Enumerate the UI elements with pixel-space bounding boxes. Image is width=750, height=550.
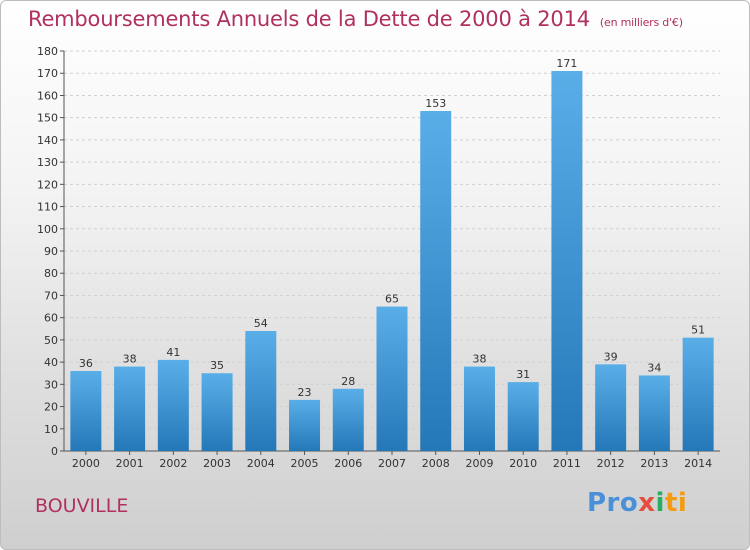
x-tick-label: 2010	[509, 457, 537, 470]
bar-2012	[595, 364, 627, 451]
bar-value-label: 36	[79, 357, 93, 370]
bar-value-label: 23	[298, 386, 312, 399]
y-tick-label: 100	[37, 223, 58, 236]
logo-part-2: x	[638, 488, 656, 518]
logo-part-3: i	[655, 488, 665, 518]
commune-name: BOUVILLE	[35, 495, 129, 517]
y-tick-label: 170	[37, 67, 58, 80]
x-tick-label: 2008	[422, 457, 450, 470]
y-tick-label: 180	[37, 45, 58, 58]
y-tick-label: 110	[37, 201, 58, 214]
logo-part-1: Pro	[587, 488, 639, 518]
bar-2003	[201, 373, 233, 451]
x-tick-label: 2012	[597, 457, 625, 470]
x-tick-label: 2007	[378, 457, 406, 470]
y-tick-label: 60	[44, 312, 58, 325]
bar-2014	[682, 337, 714, 451]
bar-2005	[289, 399, 321, 451]
logo-part-4: ti	[664, 488, 688, 518]
bar-value-label: 34	[647, 361, 661, 374]
y-tick-label: 20	[44, 401, 58, 414]
x-tick-label: 2006	[334, 457, 362, 470]
bar-2011	[551, 71, 583, 451]
y-tick-label: 130	[37, 156, 58, 169]
x-tick-label: 2005	[291, 457, 319, 470]
x-tick-label: 2001	[116, 457, 144, 470]
chart-title-text: Remboursements Annuels de la Dette de 20…	[28, 7, 590, 31]
bar-value-label: 39	[604, 350, 618, 363]
bar-value-label: 38	[472, 353, 486, 366]
x-tick-label: 2003	[203, 457, 231, 470]
bar-value-label: 28	[341, 375, 355, 388]
y-tick-label: 120	[37, 178, 58, 191]
bar-value-label: 38	[123, 353, 137, 366]
x-tick-label: 2014	[684, 457, 712, 470]
x-tick-label: 2013	[640, 457, 668, 470]
y-tick-label: 30	[44, 378, 58, 391]
bar-2010	[507, 382, 539, 451]
y-tick-label: 70	[44, 289, 58, 302]
y-tick-label: 140	[37, 134, 58, 147]
bar-value-label: 65	[385, 293, 399, 306]
bar-2004	[245, 331, 277, 451]
y-tick-label: 10	[44, 423, 58, 436]
proxiti-logo: Proxiti	[587, 488, 687, 518]
bar-2006	[332, 388, 364, 451]
x-tick-label: 2000	[72, 457, 100, 470]
bar-value-label: 171	[556, 57, 577, 70]
bar-value-label: 153	[425, 97, 446, 110]
bar-2002	[157, 359, 189, 451]
bar-2013	[638, 375, 670, 451]
x-tick-label: 2002	[159, 457, 187, 470]
bar-value-label: 51	[691, 324, 705, 337]
y-tick-label: 90	[44, 245, 58, 258]
y-tick-label: 50	[44, 334, 58, 347]
bar-value-label: 41	[166, 346, 180, 359]
y-tick-label: 150	[37, 112, 58, 125]
y-tick-label: 40	[44, 356, 58, 369]
bar-value-label: 31	[516, 368, 530, 381]
x-tick-label: 2011	[553, 457, 581, 470]
bar-2008	[420, 111, 452, 451]
y-tick-label: 0	[51, 445, 58, 458]
bar-2009	[463, 366, 495, 451]
x-tick-label: 2004	[247, 457, 275, 470]
bar-2001	[114, 366, 146, 451]
bar-2007	[376, 306, 408, 451]
chart-title: Remboursements Annuels de la Dette de 20…	[28, 7, 683, 31]
y-tick-label: 160	[37, 89, 58, 102]
bar-value-label: 35	[210, 359, 224, 372]
x-tick-label: 2009	[465, 457, 493, 470]
bar-value-label: 54	[254, 317, 268, 330]
y-tick-label: 80	[44, 267, 58, 280]
chart-subtitle: (en milliers d'€)	[599, 16, 683, 29]
bar-2000	[70, 371, 102, 451]
